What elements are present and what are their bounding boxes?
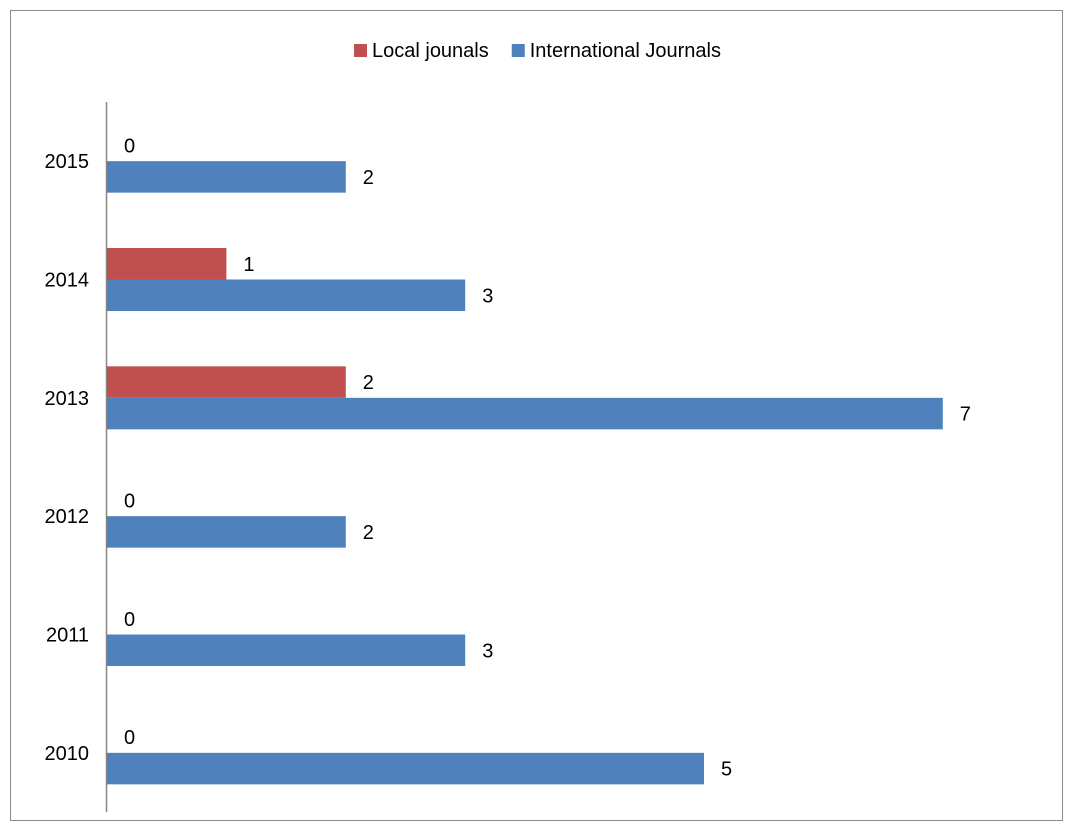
category-label-2012: 2012	[45, 506, 90, 528]
legend-label-international-journals: International Journals	[530, 40, 721, 62]
data-label-local-jounals-2012: 0	[124, 490, 135, 512]
legend: Local jounals International Journals	[354, 40, 721, 62]
category-label-2011: 2011	[46, 625, 89, 647]
legend-swatch-international-journals	[511, 44, 525, 57]
category-label-2015: 2015	[45, 151, 90, 173]
data-label-international-journals-2015: 2	[363, 167, 374, 189]
legend-swatch-local-jounals	[354, 44, 368, 57]
bar-international-journals-2014	[107, 279, 466, 311]
category-label-2014: 2014	[45, 270, 90, 292]
data-label-international-journals-2014: 3	[482, 285, 493, 307]
category-label-2010: 2010	[45, 743, 90, 765]
bar-international-journals-2011	[107, 634, 466, 666]
bar-international-journals-2012	[107, 516, 346, 548]
data-label-local-jounals-2010: 0	[124, 727, 135, 749]
bar-local-jounals-2013	[107, 366, 346, 398]
data-label-international-journals-2013: 7	[960, 404, 971, 426]
data-label-local-jounals-2013: 2	[363, 372, 374, 394]
category-label-2013: 2013	[45, 388, 90, 410]
bars-group	[107, 161, 943, 785]
data-label-international-journals-2012: 2	[363, 522, 374, 544]
data-label-international-journals-2010: 5	[721, 759, 732, 781]
data-label-local-jounals-2011: 0	[124, 609, 135, 631]
bar-international-journals-2010	[107, 752, 704, 785]
bar-local-jounals-2014	[107, 248, 227, 280]
bar-chart: Local jounals International Journals 2010…	[45, 40, 971, 812]
data-label-international-journals-2011: 3	[482, 640, 493, 662]
data-label-local-jounals-2014: 1	[243, 254, 254, 276]
bar-international-journals-2015	[107, 161, 346, 193]
data-label-local-jounals-2015: 0	[124, 135, 135, 157]
labels-group: 2010 0 5 2011 0 3 2012 0 2 2013 2 7 2014 1 3 2015 0 2	[45, 135, 971, 780]
chart-frame: Local jounals International Journals 2010…	[10, 10, 1063, 821]
legend-label-local-jounals: Local jounals	[372, 40, 489, 62]
bar-international-journals-2013	[107, 397, 943, 430]
